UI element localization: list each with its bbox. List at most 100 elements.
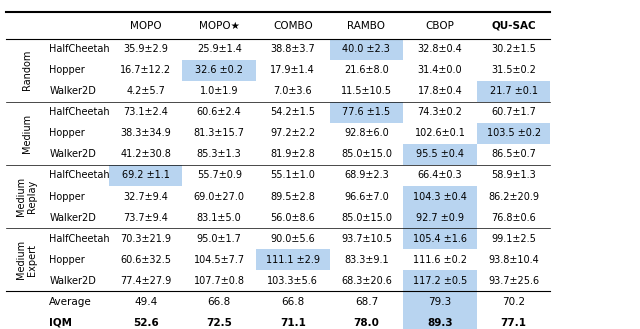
- Bar: [403, 207, 477, 228]
- Text: Walker2D: Walker2D: [49, 86, 96, 96]
- Text: 32.8±0.4: 32.8±0.4: [418, 44, 462, 54]
- Text: 96.6±7.0: 96.6±7.0: [344, 191, 388, 202]
- Text: 104.3 ±0.4: 104.3 ±0.4: [413, 191, 467, 202]
- Bar: [477, 81, 550, 102]
- Text: 66.8: 66.8: [281, 297, 305, 307]
- Text: 72.5: 72.5: [206, 318, 232, 328]
- Text: 103.5 ±0.2: 103.5 ±0.2: [486, 128, 541, 139]
- Text: 86.2±20.9: 86.2±20.9: [488, 191, 539, 202]
- Bar: [256, 249, 330, 270]
- Text: 40.0 ±2.3: 40.0 ±2.3: [342, 44, 390, 54]
- Text: 83.3±9.1: 83.3±9.1: [344, 255, 388, 265]
- Text: 35.9±2.9: 35.9±2.9: [123, 44, 168, 54]
- Text: QU-SAC: QU-SAC: [492, 20, 536, 31]
- Text: 85.3±1.3: 85.3±1.3: [197, 149, 241, 160]
- Text: 74.3±0.2: 74.3±0.2: [417, 107, 463, 117]
- Bar: [330, 102, 403, 123]
- Text: 107.7±0.8: 107.7±0.8: [194, 276, 244, 286]
- Text: Average: Average: [49, 297, 92, 307]
- Text: Hopper: Hopper: [49, 255, 85, 265]
- Text: 38.8±3.7: 38.8±3.7: [271, 44, 315, 54]
- Text: Medium: Medium: [22, 114, 31, 153]
- Text: 7.0±3.6: 7.0±3.6: [273, 86, 312, 96]
- Text: 68.7: 68.7: [355, 297, 378, 307]
- Text: 30.2±1.5: 30.2±1.5: [491, 44, 536, 54]
- Text: Hopper: Hopper: [49, 65, 85, 75]
- Text: 58.9±1.3: 58.9±1.3: [492, 170, 536, 181]
- Text: 32.7±9.4: 32.7±9.4: [123, 191, 168, 202]
- Text: 77.6 ±1.5: 77.6 ±1.5: [342, 107, 390, 117]
- Text: 55.7±0.9: 55.7±0.9: [196, 170, 242, 181]
- Text: 83.1±5.0: 83.1±5.0: [197, 213, 241, 223]
- Text: 66.8: 66.8: [207, 297, 231, 307]
- Text: 73.7±9.4: 73.7±9.4: [123, 213, 168, 223]
- Text: 104.5±7.7: 104.5±7.7: [194, 255, 244, 265]
- Text: 11.5±10.5: 11.5±10.5: [341, 86, 392, 96]
- Text: Hopper: Hopper: [49, 191, 85, 202]
- Text: 70.2: 70.2: [502, 297, 525, 307]
- Text: 103.3±5.6: 103.3±5.6: [268, 276, 318, 286]
- Text: 93.7±25.6: 93.7±25.6: [488, 276, 539, 286]
- Text: Random: Random: [22, 50, 31, 90]
- Text: 89.5±2.8: 89.5±2.8: [270, 191, 316, 202]
- Text: 92.8±6.0: 92.8±6.0: [344, 128, 388, 139]
- Text: 90.0±5.6: 90.0±5.6: [271, 234, 315, 243]
- Text: 73.1±2.4: 73.1±2.4: [123, 107, 168, 117]
- Text: 25.9±1.4: 25.9±1.4: [196, 44, 242, 54]
- Text: Walker2D: Walker2D: [49, 149, 96, 160]
- Text: 4.2±5.7: 4.2±5.7: [126, 86, 165, 96]
- Text: 97.2±2.2: 97.2±2.2: [270, 128, 316, 139]
- Text: Walker2D: Walker2D: [49, 213, 96, 223]
- Bar: [477, 123, 550, 144]
- Text: IQM: IQM: [49, 318, 72, 328]
- Text: 117.2 ±0.5: 117.2 ±0.5: [413, 276, 467, 286]
- Text: Hopper: Hopper: [49, 128, 85, 139]
- Text: 60.7±1.7: 60.7±1.7: [491, 107, 536, 117]
- Text: 49.4: 49.4: [134, 297, 157, 307]
- Text: 52.6: 52.6: [132, 318, 159, 328]
- Text: 92.7 ±0.9: 92.7 ±0.9: [416, 213, 464, 223]
- Text: 85.0±15.0: 85.0±15.0: [341, 149, 392, 160]
- Text: Medium
Expert: Medium Expert: [16, 240, 37, 279]
- Text: 71.1: 71.1: [280, 318, 306, 328]
- Bar: [403, 312, 477, 329]
- Text: 81.3±15.7: 81.3±15.7: [194, 128, 244, 139]
- Text: 102.6±0.1: 102.6±0.1: [415, 128, 465, 139]
- Bar: [403, 144, 477, 165]
- Text: 56.0±8.6: 56.0±8.6: [271, 213, 315, 223]
- Bar: [403, 270, 477, 291]
- Text: 54.2±1.5: 54.2±1.5: [270, 107, 316, 117]
- Text: 86.5±0.7: 86.5±0.7: [491, 149, 536, 160]
- Bar: [182, 60, 256, 81]
- Text: 93.8±10.4: 93.8±10.4: [488, 255, 539, 265]
- Bar: [109, 165, 182, 186]
- Text: 68.9±2.3: 68.9±2.3: [344, 170, 388, 181]
- Text: 85.0±15.0: 85.0±15.0: [341, 213, 392, 223]
- Text: 68.3±20.6: 68.3±20.6: [341, 276, 392, 286]
- Text: 60.6±32.5: 60.6±32.5: [120, 255, 171, 265]
- Text: RAMBO: RAMBO: [348, 20, 385, 31]
- Text: 76.8±0.6: 76.8±0.6: [492, 213, 536, 223]
- Text: 16.7±12.2: 16.7±12.2: [120, 65, 171, 75]
- Text: 78.0: 78.0: [353, 318, 380, 328]
- Text: 70.3±21.9: 70.3±21.9: [120, 234, 171, 243]
- Text: 95.0±1.7: 95.0±1.7: [196, 234, 242, 243]
- Text: 77.1: 77.1: [500, 318, 527, 328]
- Bar: [403, 228, 477, 249]
- Text: 93.7±10.5: 93.7±10.5: [341, 234, 392, 243]
- Text: 105.4 ±1.6: 105.4 ±1.6: [413, 234, 467, 243]
- Text: MOPO★: MOPO★: [199, 20, 239, 31]
- Bar: [330, 39, 403, 60]
- Text: 111.1 ±2.9: 111.1 ±2.9: [266, 255, 320, 265]
- Text: 32.6 ±0.2: 32.6 ±0.2: [195, 65, 243, 75]
- Text: HalfCheetah: HalfCheetah: [49, 234, 110, 243]
- Text: 1.0±1.9: 1.0±1.9: [200, 86, 239, 96]
- Text: 77.4±27.9: 77.4±27.9: [120, 276, 172, 286]
- Text: 111.6 ±0.2: 111.6 ±0.2: [413, 255, 467, 265]
- Text: 69.2 ±1.1: 69.2 ±1.1: [122, 170, 170, 181]
- Bar: [403, 291, 477, 312]
- Text: 38.3±34.9: 38.3±34.9: [120, 128, 171, 139]
- Text: 66.4±0.3: 66.4±0.3: [418, 170, 462, 181]
- Text: 21.7 ±0.1: 21.7 ±0.1: [490, 86, 538, 96]
- Text: CBOP: CBOP: [426, 20, 454, 31]
